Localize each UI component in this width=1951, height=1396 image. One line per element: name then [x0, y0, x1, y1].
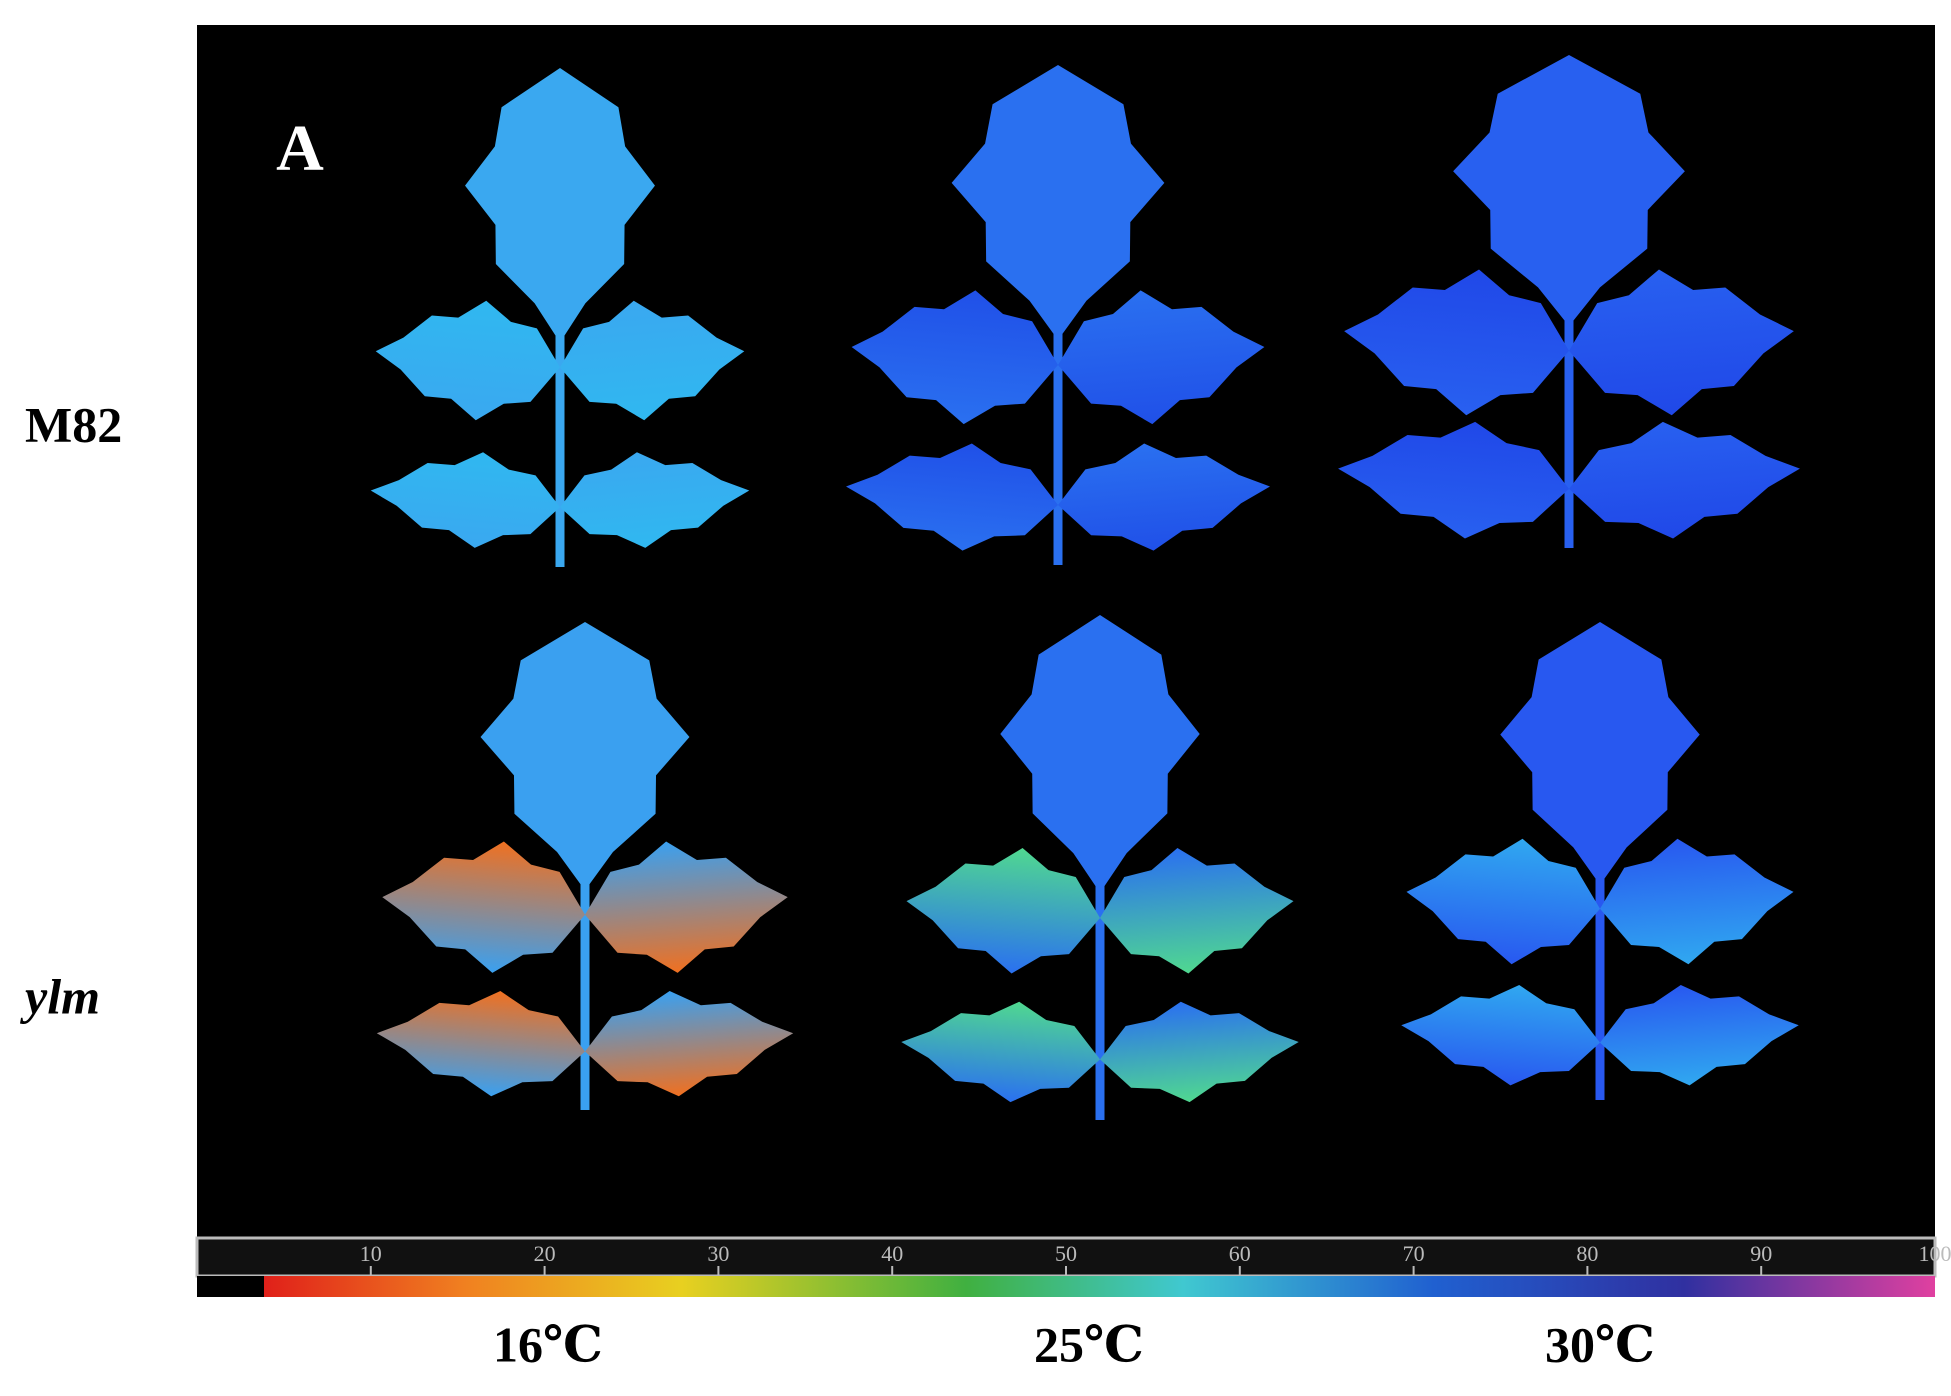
leaflet [376, 991, 585, 1097]
tick-label: 30 [707, 1241, 729, 1266]
leaflet [1100, 848, 1294, 974]
leaflet [480, 622, 690, 891]
tick-label: 40 [881, 1241, 903, 1266]
row-label: ylm [20, 968, 100, 1024]
tick-label: 20 [534, 1241, 556, 1266]
leaflet [1453, 55, 1685, 327]
leaflet [560, 452, 750, 548]
colorbar [264, 1276, 1935, 1297]
leaflet [370, 452, 560, 548]
leaflet [465, 68, 655, 343]
leaflet [1600, 984, 1799, 1086]
leaflet [560, 300, 745, 421]
leaflet [585, 841, 788, 973]
leaves [370, 55, 1800, 1120]
tick-label: 90 [1750, 1241, 1772, 1266]
leaflet [1000, 615, 1200, 893]
leaflet [851, 290, 1058, 425]
tick-label: 70 [1403, 1241, 1425, 1266]
leaflet [1401, 984, 1600, 1086]
row-label: M82 [25, 396, 122, 452]
colorbar-black [197, 1276, 264, 1297]
tick-label: 60 [1229, 1241, 1251, 1266]
leaflet [1344, 269, 1569, 416]
tick-label: 80 [1576, 1241, 1598, 1266]
tick-label: 50 [1055, 1241, 1077, 1266]
leaflet [951, 65, 1165, 340]
leaflet [846, 443, 1058, 551]
leaflet [1058, 443, 1270, 551]
leaflet [585, 991, 794, 1097]
panel-label: A [276, 112, 324, 185]
leaflet [382, 841, 585, 973]
column-label: 25℃ [1034, 1316, 1144, 1372]
tick-label: 10 [360, 1241, 382, 1266]
tick-label: 100 [1919, 1241, 1951, 1266]
leaflet [1500, 622, 1700, 885]
leaflet [375, 300, 560, 421]
colorbar-ticks: 10 20 30 40 50 60 70 80 90 100 [360, 1241, 1951, 1276]
leaflet [1338, 421, 1569, 539]
leaflet [906, 848, 1100, 974]
column-label: 16℃ [493, 1316, 603, 1372]
column-label: 30℃ [1545, 1316, 1655, 1372]
leaflet [1569, 421, 1800, 539]
leaflet [1600, 838, 1794, 965]
leaflet [1406, 838, 1600, 965]
leaflet [1569, 269, 1794, 416]
leaflet [1058, 290, 1265, 425]
leaflet [1100, 1001, 1299, 1103]
leaflet [901, 1001, 1100, 1103]
